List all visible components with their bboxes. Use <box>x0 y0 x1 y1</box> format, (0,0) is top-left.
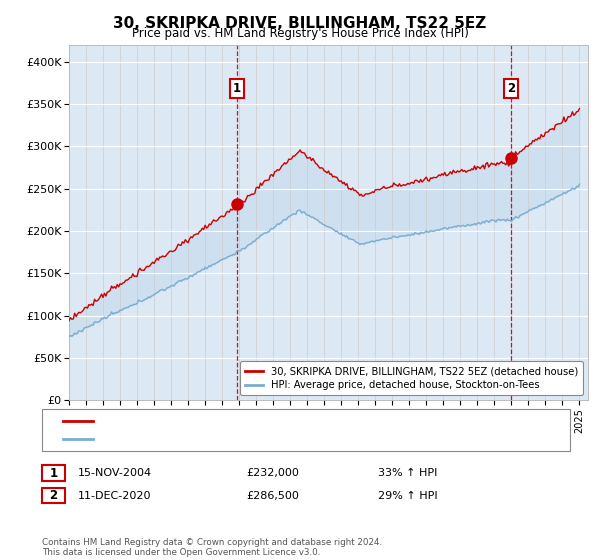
Text: 15-NOV-2004: 15-NOV-2004 <box>78 468 152 478</box>
Text: £286,500: £286,500 <box>246 491 299 501</box>
Text: Price paid vs. HM Land Registry's House Price Index (HPI): Price paid vs. HM Land Registry's House … <box>131 27 469 40</box>
Text: 1: 1 <box>233 82 241 95</box>
Text: 11-DEC-2020: 11-DEC-2020 <box>78 491 151 501</box>
Text: 33% ↑ HPI: 33% ↑ HPI <box>378 468 437 478</box>
Text: 1: 1 <box>49 466 58 480</box>
Text: 30, SKRIPKA DRIVE, BILLINGHAM, TS22 5EZ (detached house): 30, SKRIPKA DRIVE, BILLINGHAM, TS22 5EZ … <box>99 416 406 426</box>
Text: £232,000: £232,000 <box>246 468 299 478</box>
Text: 2: 2 <box>49 489 58 502</box>
Text: 2: 2 <box>506 82 515 95</box>
Text: HPI: Average price, detached house, Stockton-on-Tees: HPI: Average price, detached house, Stoc… <box>99 434 368 444</box>
Legend: 30, SKRIPKA DRIVE, BILLINGHAM, TS22 5EZ (detached house), HPI: Average price, de: 30, SKRIPKA DRIVE, BILLINGHAM, TS22 5EZ … <box>240 361 583 395</box>
Text: Contains HM Land Registry data © Crown copyright and database right 2024.
This d: Contains HM Land Registry data © Crown c… <box>42 538 382 557</box>
Text: 29% ↑ HPI: 29% ↑ HPI <box>378 491 437 501</box>
Text: 30, SKRIPKA DRIVE, BILLINGHAM, TS22 5EZ: 30, SKRIPKA DRIVE, BILLINGHAM, TS22 5EZ <box>113 16 487 31</box>
